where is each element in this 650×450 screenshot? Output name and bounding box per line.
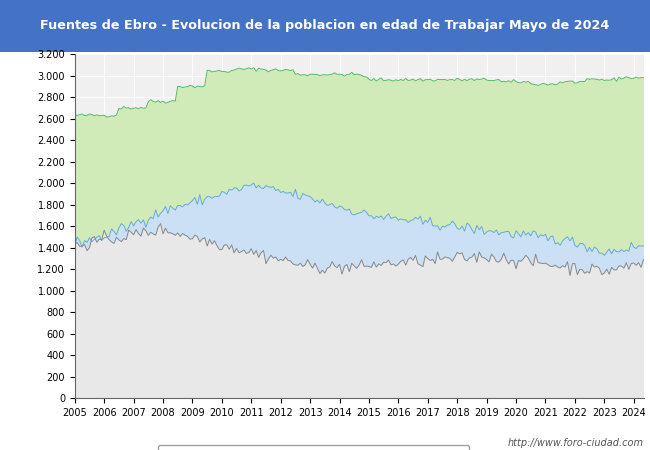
Text: Fuentes de Ebro - Evolucion de la poblacion en edad de Trabajar Mayo de 2024: Fuentes de Ebro - Evolucion de la poblac… [40, 19, 610, 32]
Text: http://www.foro-ciudad.com: http://www.foro-ciudad.com [508, 438, 644, 448]
Legend: Ocupados, Parados, Hab. entre 16-64: Ocupados, Parados, Hab. entre 16-64 [158, 445, 469, 450]
